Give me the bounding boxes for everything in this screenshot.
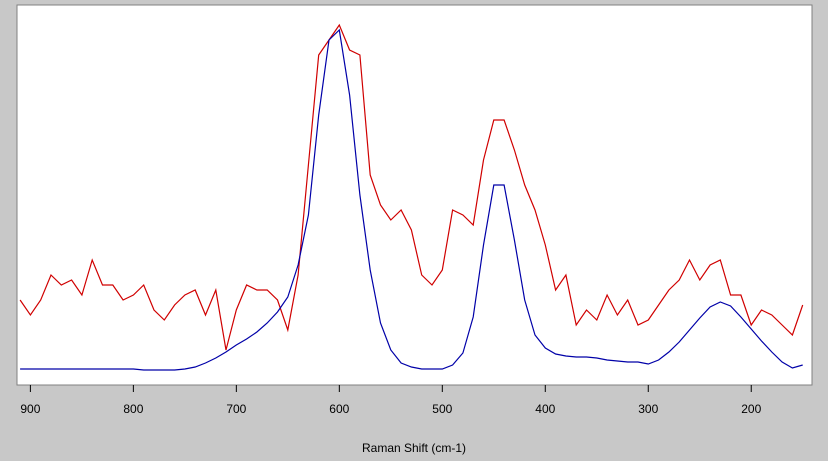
x-tick-label: 600 bbox=[329, 402, 349, 416]
x-tick-label: 800 bbox=[123, 402, 143, 416]
plot-area bbox=[16, 4, 813, 386]
x-tick-label: 700 bbox=[226, 402, 246, 416]
series-line bbox=[20, 28, 803, 371]
x-axis-title: Raman Shift (cm-1) bbox=[362, 441, 466, 455]
x-tick-label: 200 bbox=[741, 402, 761, 416]
x-tick-label: 300 bbox=[638, 402, 658, 416]
x-tick-label: 500 bbox=[432, 402, 452, 416]
x-tick-label: 400 bbox=[535, 402, 555, 416]
series-line bbox=[19, 23, 804, 351]
x-tick-label: 900 bbox=[20, 402, 40, 416]
